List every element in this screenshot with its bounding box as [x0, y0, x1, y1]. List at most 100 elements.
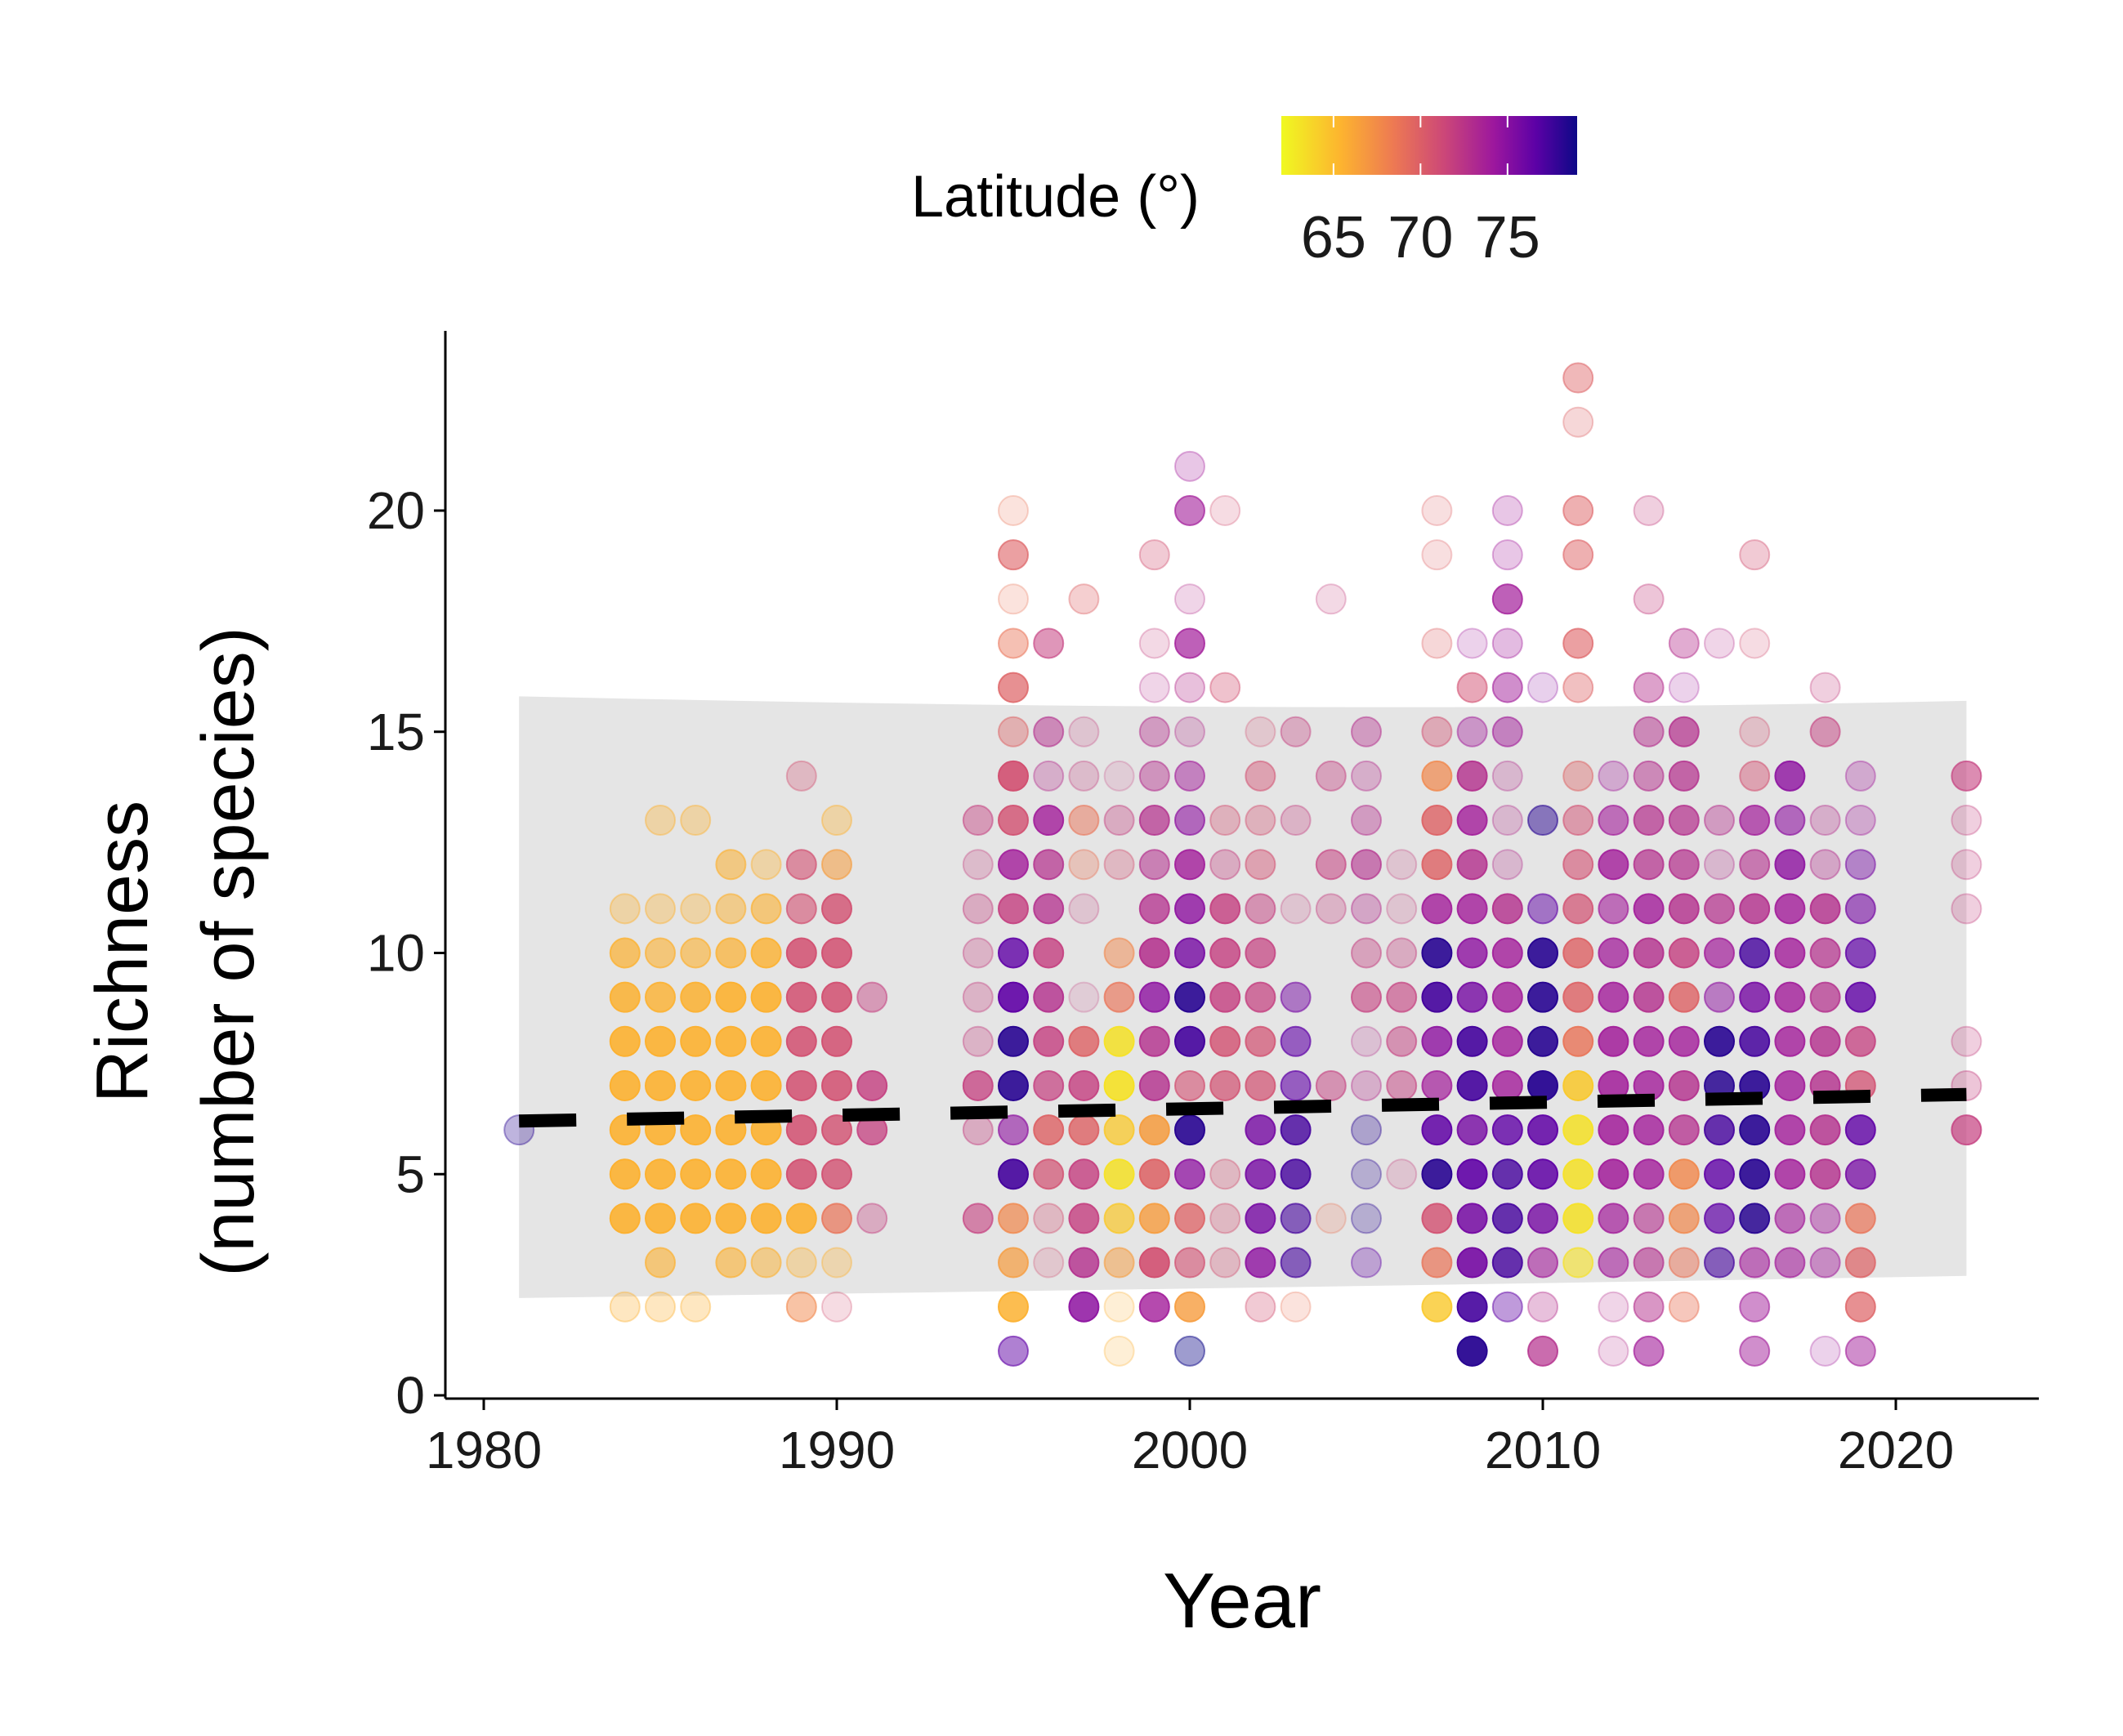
data-point [1668, 716, 1700, 748]
data-point [1739, 716, 1771, 748]
data-point [1668, 1203, 1700, 1234]
trend-line [519, 1087, 1967, 1128]
data-point [1633, 1158, 1665, 1190]
data-point [1386, 849, 1418, 881]
data-point [785, 893, 817, 925]
data-point [962, 981, 994, 1013]
data-point [821, 1247, 852, 1279]
data-point [1245, 760, 1276, 792]
data-point [1562, 1069, 1594, 1101]
data-point [1598, 1291, 1629, 1323]
data-point [715, 981, 747, 1013]
data-point [821, 849, 852, 881]
data-point [1456, 1335, 1488, 1367]
data-point [1138, 1291, 1170, 1323]
data-point [1174, 805, 1205, 837]
data-point [1351, 849, 1382, 881]
data-point [1844, 1114, 1876, 1146]
data-point [1033, 1069, 1065, 1101]
data-point [1774, 1247, 1806, 1279]
data-point [1033, 1114, 1065, 1146]
data-point [1739, 1335, 1771, 1367]
data-point [1103, 1025, 1135, 1057]
data-point [1668, 893, 1700, 925]
data-point [1633, 672, 1665, 703]
data-point [1739, 627, 1771, 659]
data-point [1668, 1247, 1700, 1279]
data-point [1774, 893, 1806, 925]
data-point [1386, 981, 1418, 1013]
data-point [1033, 716, 1065, 748]
data-point [1351, 937, 1382, 969]
data-point [1562, 849, 1594, 881]
legend: Latitude (°) 65 70 75 [911, 116, 1577, 270]
data-point [1809, 1203, 1841, 1234]
data-point [1068, 1114, 1100, 1146]
data-point [1951, 1114, 1982, 1146]
data-point [1068, 760, 1100, 792]
data-point [1809, 893, 1841, 925]
data-point [998, 1158, 1029, 1190]
data-point [1633, 716, 1665, 748]
data-point [998, 1025, 1029, 1057]
data-point [1491, 760, 1523, 792]
data-point [1386, 1158, 1418, 1190]
data-point [1739, 1203, 1771, 1234]
data-point [1951, 760, 1982, 792]
data-point [998, 1247, 1029, 1279]
data-point [962, 849, 994, 881]
data-point [1138, 1158, 1170, 1190]
data-point [1456, 1247, 1488, 1279]
data-point [1633, 805, 1665, 837]
data-point [1844, 893, 1876, 925]
y-tick-label: 15 [367, 703, 425, 761]
colorbar-tick-label: 75 [1475, 205, 1540, 270]
data-point [998, 1069, 1029, 1101]
data-point [1633, 937, 1665, 969]
data-point [1774, 981, 1806, 1013]
data-point [1809, 1025, 1841, 1057]
data-point [750, 1203, 782, 1234]
data-point [962, 1114, 994, 1146]
data-point [1280, 716, 1312, 748]
data-point [645, 805, 676, 837]
data-point [1633, 583, 1665, 615]
data-point [998, 937, 1029, 969]
data-point [1491, 539, 1523, 571]
data-point [1421, 495, 1453, 526]
data-point [1598, 1247, 1629, 1279]
data-point [1351, 1158, 1382, 1190]
data-point [1739, 981, 1771, 1013]
data-point [1103, 1158, 1135, 1190]
data-point [1138, 672, 1170, 703]
data-point [1068, 583, 1100, 615]
data-point [715, 849, 747, 881]
data-point [609, 1025, 641, 1057]
data-point [1633, 1025, 1665, 1057]
data-point [1844, 805, 1876, 837]
data-point [609, 1069, 641, 1101]
data-point [1209, 805, 1241, 837]
data-point [645, 1247, 676, 1279]
data-point [785, 981, 817, 1013]
data-point [1351, 760, 1382, 792]
data-point [1138, 893, 1170, 925]
data-point [785, 1025, 817, 1057]
data-point [1138, 937, 1170, 969]
data-point [1421, 937, 1453, 969]
data-point [1491, 583, 1523, 615]
data-point [962, 937, 994, 969]
y-tick-label: 5 [396, 1145, 425, 1203]
data-point [1562, 981, 1594, 1013]
data-point [1951, 1025, 1982, 1057]
data-point [609, 1203, 641, 1234]
data-point [1844, 1203, 1876, 1234]
data-point [1491, 1291, 1523, 1323]
data-point [962, 893, 994, 925]
y-axis-ticks: 0 5 10 15 20 [367, 481, 445, 1425]
data-point [1527, 1335, 1558, 1367]
data-point [1668, 672, 1700, 703]
data-point [998, 583, 1029, 615]
data-point [1421, 1291, 1453, 1323]
data-point [1809, 1247, 1841, 1279]
